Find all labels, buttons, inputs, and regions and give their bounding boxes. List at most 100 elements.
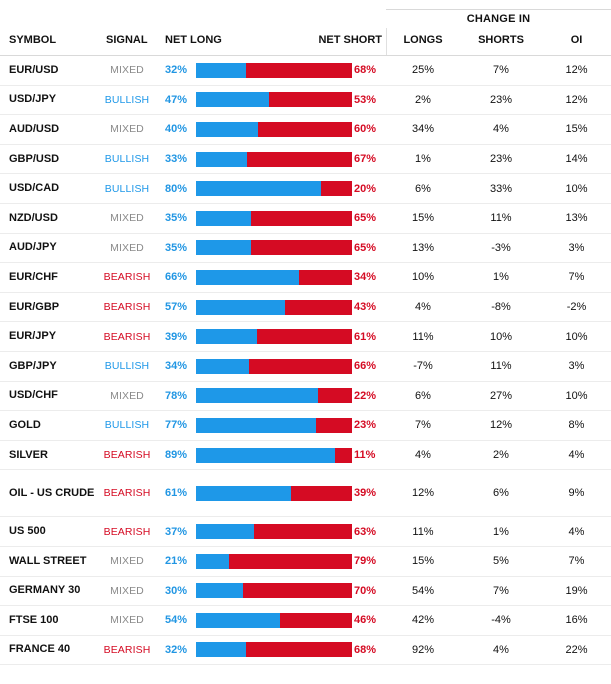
symbol-cell[interactable]: FTSE 100 xyxy=(9,613,59,626)
shorts-change-cell: 27% xyxy=(489,389,513,402)
symbol-cell[interactable]: EUR/CHF xyxy=(9,270,58,283)
net-short-column-header[interactable]: NET SHORT xyxy=(318,34,382,46)
sentiment-bar-cell xyxy=(196,577,352,606)
net-short-bar xyxy=(335,447,352,463)
table-row[interactable]: EUR/GBP BEARISH 57% 43% 4% -8% -2% xyxy=(0,293,611,323)
net-long-column-header[interactable]: NET LONG xyxy=(165,34,222,46)
symbol-cell[interactable]: AUD/USD xyxy=(9,122,60,135)
table-row[interactable]: USD/CHF MIXED 78% 22% 6% 27% 10% xyxy=(0,382,611,412)
net-short-value: 68% xyxy=(354,643,377,656)
sentiment-bar-cell xyxy=(196,382,352,411)
oi-change-cell: 22% xyxy=(565,643,588,656)
net-long-bar xyxy=(196,269,299,285)
net-short-bar xyxy=(249,358,352,374)
oi-column-header[interactable]: OI xyxy=(570,34,583,46)
shorts-change-cell: 12% xyxy=(489,419,513,432)
symbol-cell[interactable]: USD/JPY xyxy=(9,93,57,106)
longs-change-cell: 34% xyxy=(411,123,435,136)
sentiment-bar xyxy=(196,612,352,628)
net-short-bar xyxy=(269,92,352,108)
net-long-bar xyxy=(196,181,321,197)
sentiment-bar xyxy=(196,485,352,501)
sentiment-bar xyxy=(196,329,352,345)
net-long-value: 61% xyxy=(165,487,188,500)
shorts-column-header[interactable]: SHORTS xyxy=(478,34,524,46)
table-row[interactable]: GBP/USD BULLISH 33% 67% 1% 23% 14% xyxy=(0,145,611,175)
net-short-value: 11% xyxy=(354,449,376,462)
table-row[interactable]: EUR/JPY BEARISH 39% 61% 11% 10% 10% xyxy=(0,322,611,352)
table-row[interactable]: SILVER BEARISH 89% 11% 4% 2% 4% xyxy=(0,441,611,471)
symbol-cell[interactable]: US 500 xyxy=(9,525,46,538)
table-row[interactable]: NZD/USD MIXED 35% 65% 15% 11% 13% xyxy=(0,204,611,234)
net-short-bar xyxy=(258,121,352,137)
longs-change-cell: 6% xyxy=(415,182,431,195)
symbol-cell[interactable]: FRANCE 40 xyxy=(9,643,71,656)
table-row[interactable]: US 500 BEARISH 37% 63% 11% 1% 4% xyxy=(0,517,611,547)
oi-change-cell: 8% xyxy=(568,419,585,432)
symbol-cell[interactable]: EUR/GBP xyxy=(9,300,60,313)
symbol-cell[interactable]: OIL - US CRUDE xyxy=(9,486,95,499)
symbol-cell[interactable]: WALL STREET xyxy=(9,554,87,567)
table-row[interactable]: GBP/JPY BULLISH 34% 66% -7% 11% 3% xyxy=(0,352,611,382)
symbol-cell[interactable]: USD/CHF xyxy=(9,389,58,402)
table-row[interactable]: USD/JPY BULLISH 47% 53% 2% 23% 12% xyxy=(0,86,611,116)
oi-change-cell: 4% xyxy=(568,449,585,462)
signal-cell: BEARISH xyxy=(103,330,151,343)
oi-change-cell: 7% xyxy=(568,555,585,568)
net-long-bar xyxy=(196,210,251,226)
net-long-value: 35% xyxy=(165,241,188,254)
symbol-cell[interactable]: EUR/USD xyxy=(9,63,59,76)
symbol-cell[interactable]: NZD/USD xyxy=(9,211,58,224)
sentiment-bar xyxy=(196,299,352,315)
symbol-cell[interactable]: GBP/JPY xyxy=(9,359,57,372)
longs-change-cell: 6% xyxy=(415,389,431,402)
symbol-column-header[interactable]: SYMBOL xyxy=(9,34,57,46)
longs-column-header[interactable]: LONGS xyxy=(403,34,443,46)
table-row[interactable]: FTSE 100 MIXED 54% 46% 42% -4% 16% xyxy=(0,606,611,636)
net-short-bar xyxy=(246,62,352,78)
table-row[interactable]: GERMANY 30 MIXED 30% 70% 54% 7% 19% xyxy=(0,577,611,607)
table-row[interactable]: USD/CAD BULLISH 80% 20% 6% 33% 10% xyxy=(0,174,611,204)
symbol-cell[interactable]: AUD/JPY xyxy=(9,241,57,254)
table-row[interactable]: OIL - US CRUDE BEARISH 61% 39% 12% 6% 9% xyxy=(0,470,611,518)
symbol-cell[interactable]: USD/CAD xyxy=(9,182,60,195)
sentiment-bar xyxy=(196,92,352,108)
sentiment-bar xyxy=(196,553,352,569)
table-row[interactable]: AUD/USD MIXED 40% 60% 34% 4% 15% xyxy=(0,115,611,145)
net-long-bar xyxy=(196,583,243,599)
oi-change-cell: 14% xyxy=(565,153,588,166)
oi-change-cell: 10% xyxy=(565,389,588,402)
table-row[interactable]: EUR/CHF BEARISH 66% 34% 10% 1% 7% xyxy=(0,263,611,293)
sentiment-bar-cell xyxy=(196,145,352,174)
signal-column-header[interactable]: SIGNAL xyxy=(106,34,148,46)
longs-change-cell: 25% xyxy=(411,64,435,77)
shorts-change-cell: 4% xyxy=(493,123,509,136)
table-row[interactable]: FRANCE 40 BEARISH 32% 68% 92% 4% 22% xyxy=(0,636,611,666)
sentiment-bar xyxy=(196,358,352,374)
longs-change-cell: 12% xyxy=(411,487,435,500)
signal-cell: BEARISH xyxy=(103,271,151,284)
signal-cell: BULLISH xyxy=(104,419,150,432)
net-long-value: 33% xyxy=(165,153,188,166)
net-short-value: 68% xyxy=(354,64,377,77)
table-row[interactable]: EUR/USD MIXED 32% 68% 25% 7% 12% xyxy=(0,56,611,86)
net-short-bar xyxy=(280,612,352,628)
longs-change-cell: 7% xyxy=(415,419,431,432)
table-row[interactable]: AUD/JPY MIXED 35% 65% 13% -3% 3% xyxy=(0,234,611,264)
symbol-cell[interactable]: GERMANY 30 xyxy=(9,584,81,597)
table-row[interactable]: GOLD BULLISH 77% 23% 7% 12% 8% xyxy=(0,411,611,441)
symbol-cell[interactable]: EUR/JPY xyxy=(9,330,57,343)
net-short-bar xyxy=(299,269,352,285)
net-short-bar xyxy=(229,553,352,569)
symbol-cell[interactable]: GBP/USD xyxy=(9,152,60,165)
shorts-change-cell: 23% xyxy=(489,93,513,106)
shorts-change-cell: 7% xyxy=(493,584,509,597)
sentiment-bar-cell xyxy=(196,322,352,351)
net-long-bar xyxy=(196,417,316,433)
symbol-cell[interactable]: GOLD xyxy=(9,418,41,431)
table-row[interactable]: WALL STREET MIXED 21% 79% 15% 5% 7% xyxy=(0,547,611,577)
symbol-cell[interactable]: SILVER xyxy=(9,448,48,461)
oi-change-cell: 7% xyxy=(568,271,585,284)
longs-change-cell: 10% xyxy=(411,271,435,284)
longs-change-cell: 2% xyxy=(415,93,431,106)
